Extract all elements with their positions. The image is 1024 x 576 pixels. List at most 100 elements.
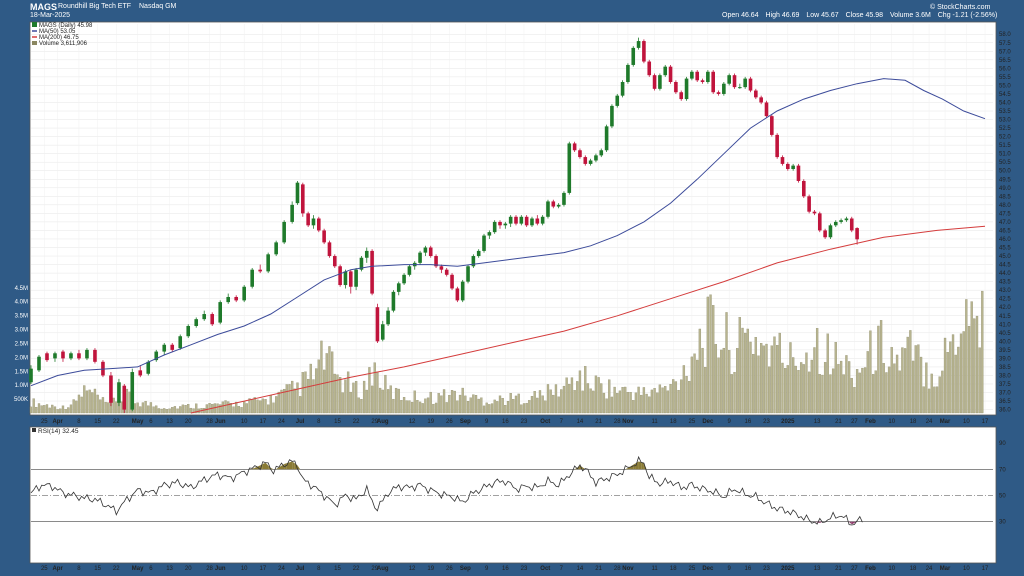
volume-bar bbox=[935, 386, 939, 414]
x-tick-label: 8 bbox=[77, 419, 81, 425]
candlesticks bbox=[29, 37, 859, 413]
candle-body bbox=[274, 242, 278, 255]
x-tick-label: 24 bbox=[926, 419, 933, 425]
volume-bar bbox=[168, 408, 171, 414]
volume-bar bbox=[805, 352, 808, 414]
x-tick-label: 18 bbox=[670, 419, 677, 425]
volume-bar bbox=[376, 371, 379, 414]
x-tick-label: 10 bbox=[963, 419, 970, 425]
volume-bar bbox=[877, 325, 880, 414]
volume-bar bbox=[664, 386, 667, 414]
volume-bar bbox=[871, 374, 875, 414]
x-tick-label: 15 bbox=[94, 419, 101, 425]
candle-body bbox=[348, 271, 353, 287]
volume-bar bbox=[373, 362, 376, 414]
candle-body bbox=[109, 375, 113, 403]
volume-bar bbox=[768, 366, 771, 414]
volume-bar bbox=[879, 320, 883, 414]
volume-bar bbox=[903, 348, 907, 414]
volume-bar bbox=[53, 406, 57, 414]
legend-price-text: MAGS (Daily) 45.98 bbox=[39, 23, 93, 29]
x-tick-label: Feb bbox=[865, 566, 876, 572]
x-tick-label: 22 bbox=[353, 419, 360, 425]
volume-bar bbox=[589, 388, 592, 414]
candle-body bbox=[780, 157, 785, 164]
volume-bar bbox=[608, 379, 611, 414]
x-tick-label: 24 bbox=[926, 566, 933, 572]
candle-body bbox=[146, 361, 151, 374]
x-tick-label: Nov bbox=[622, 566, 634, 572]
candle-body bbox=[444, 269, 449, 275]
candle-body bbox=[380, 324, 385, 340]
volume-bar bbox=[869, 330, 872, 414]
price-tick-label: 48.0 bbox=[999, 203, 1011, 209]
price-tick-label: 57.5 bbox=[999, 41, 1011, 47]
candle-body bbox=[817, 213, 822, 231]
legend-ma50-text: MA(50) 53.05 bbox=[39, 29, 76, 35]
price-tick-label: 40.5 bbox=[999, 331, 1011, 337]
x-tick-label: 21 bbox=[595, 566, 602, 572]
x-tick-label: 28 bbox=[206, 419, 213, 425]
volume-bar bbox=[786, 365, 789, 414]
price-tick-label: 52.5 bbox=[999, 126, 1011, 132]
volume-bar bbox=[259, 400, 262, 414]
price-tick-label: 43.0 bbox=[999, 288, 1011, 294]
volume-bar bbox=[80, 396, 83, 414]
candle-body bbox=[594, 155, 598, 161]
volume-bar bbox=[741, 327, 744, 414]
volume-bar bbox=[163, 408, 166, 414]
x-tick-label: 11 bbox=[651, 566, 658, 572]
volume-bar bbox=[906, 336, 909, 414]
volume-bar bbox=[909, 330, 912, 414]
candle-body bbox=[138, 370, 143, 376]
volume-bar bbox=[456, 400, 459, 414]
volume-bar bbox=[477, 398, 480, 414]
candle-body bbox=[690, 71, 694, 79]
candle-body bbox=[711, 71, 715, 93]
volume-bar bbox=[277, 391, 280, 414]
volume-bar bbox=[181, 404, 185, 414]
candle-body bbox=[524, 216, 529, 226]
volume-bar bbox=[85, 390, 89, 414]
volume-bar bbox=[730, 374, 733, 414]
price-tick-label: 39.5 bbox=[999, 348, 1011, 354]
volume-bar bbox=[861, 367, 864, 414]
volume-bar bbox=[469, 397, 472, 414]
volume-bar bbox=[626, 392, 630, 414]
volume-bar bbox=[306, 378, 310, 414]
volume-bar bbox=[267, 404, 270, 414]
volume-bar bbox=[288, 384, 291, 414]
candle-body bbox=[498, 221, 502, 226]
x-tick-label: 2025 bbox=[781, 566, 795, 572]
volume-bar bbox=[381, 389, 384, 414]
x-tick-label: Apr bbox=[52, 419, 63, 425]
price-tick-label: 56.5 bbox=[999, 58, 1011, 64]
volume-bar bbox=[394, 387, 398, 414]
volume-bar bbox=[205, 404, 209, 414]
rsi-line bbox=[30, 455, 863, 526]
price-tick-label: 55.5 bbox=[999, 75, 1011, 81]
volume-bar bbox=[293, 388, 296, 414]
volume-bar bbox=[568, 383, 571, 414]
volume-bar bbox=[485, 402, 488, 414]
candle-body bbox=[556, 204, 561, 207]
x-tick-label: 24 bbox=[278, 419, 285, 425]
candle-body bbox=[250, 269, 254, 287]
volume-bar bbox=[298, 396, 302, 414]
price-tick-label: 55.0 bbox=[999, 83, 1011, 89]
volume-bar bbox=[709, 294, 712, 414]
volume-bar bbox=[925, 362, 928, 414]
candle-body bbox=[242, 286, 246, 301]
volume-bars bbox=[29, 290, 984, 414]
volume-bar bbox=[368, 367, 371, 414]
candle-body bbox=[170, 344, 175, 350]
volume-bar bbox=[733, 371, 736, 414]
candle-body bbox=[578, 150, 582, 158]
candle-body bbox=[460, 281, 465, 301]
volume-bar bbox=[269, 394, 272, 414]
volume-bar bbox=[416, 400, 419, 414]
legend-volume-swatch bbox=[32, 41, 37, 45]
volume-bar bbox=[245, 403, 248, 414]
x-tick-label: 27 bbox=[851, 566, 858, 572]
volume-bar bbox=[410, 401, 414, 414]
